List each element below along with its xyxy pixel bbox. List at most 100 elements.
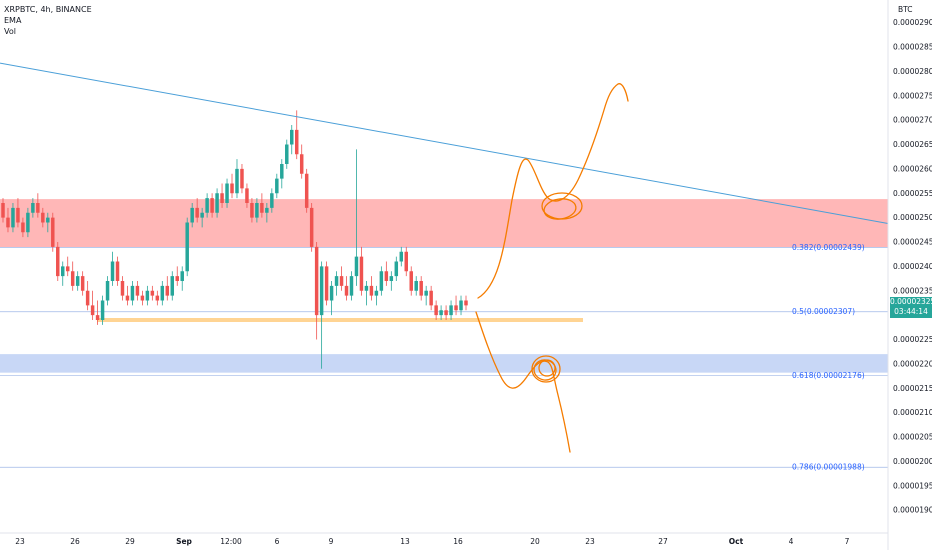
candle[interactable] bbox=[394, 256, 399, 281]
candle[interactable] bbox=[26, 207, 30, 238]
candle[interactable] bbox=[384, 261, 389, 286]
support-zone[interactable] bbox=[0, 354, 888, 373]
candle[interactable] bbox=[85, 281, 90, 311]
candle[interactable] bbox=[399, 246, 404, 267]
candle[interactable] bbox=[329, 281, 334, 316]
candle[interactable] bbox=[230, 173, 234, 199]
candle[interactable] bbox=[265, 203, 269, 223]
candle[interactable] bbox=[110, 251, 115, 286]
candle[interactable] bbox=[369, 276, 374, 301]
candle[interactable] bbox=[464, 295, 468, 311]
candle[interactable] bbox=[145, 285, 150, 306]
candle[interactable] bbox=[439, 305, 443, 320]
candle[interactable] bbox=[459, 295, 463, 316]
candle[interactable] bbox=[65, 256, 70, 277]
candle[interactable] bbox=[195, 198, 199, 223]
candle[interactable] bbox=[90, 290, 95, 320]
candle[interactable] bbox=[294, 110, 299, 160]
descending-trendline[interactable] bbox=[0, 62, 889, 224]
fib-retracement[interactable]: 0.382(0.00002439) 0.5(0.00002307) 0.618(0.… bbox=[0, 243, 888, 472]
candle[interactable] bbox=[419, 276, 423, 301]
candle[interactable] bbox=[429, 285, 433, 311]
candle[interactable] bbox=[344, 276, 349, 301]
candle[interactable] bbox=[21, 217, 25, 238]
candle[interactable] bbox=[220, 183, 224, 208]
candle[interactable] bbox=[349, 271, 354, 301]
candle[interactable] bbox=[354, 149, 359, 286]
candle[interactable] bbox=[1, 198, 5, 223]
candle[interactable] bbox=[6, 207, 10, 233]
candle[interactable] bbox=[95, 300, 100, 325]
candle[interactable] bbox=[185, 217, 189, 277]
candle[interactable] bbox=[424, 285, 428, 306]
candle[interactable] bbox=[140, 290, 145, 306]
candle[interactable] bbox=[105, 276, 110, 306]
candle[interactable] bbox=[324, 261, 329, 306]
candle[interactable] bbox=[454, 295, 458, 316]
candle[interactable] bbox=[225, 178, 229, 208]
candle[interactable] bbox=[404, 246, 409, 277]
candle[interactable] bbox=[314, 242, 319, 340]
candle[interactable] bbox=[280, 159, 284, 189]
candle[interactable] bbox=[130, 281, 135, 306]
candle[interactable] bbox=[46, 212, 50, 233]
candle[interactable] bbox=[260, 193, 264, 218]
candle[interactable] bbox=[364, 281, 369, 306]
candle[interactable] bbox=[16, 198, 20, 228]
candle[interactable] bbox=[359, 246, 364, 296]
candle[interactable] bbox=[175, 266, 179, 286]
candle[interactable] bbox=[409, 266, 413, 296]
candle[interactable] bbox=[190, 203, 194, 228]
candle[interactable] bbox=[51, 212, 55, 252]
candle[interactable] bbox=[135, 281, 140, 301]
candle[interactable] bbox=[210, 193, 214, 218]
candle[interactable] bbox=[235, 159, 239, 199]
candle[interactable] bbox=[60, 261, 65, 286]
support-line[interactable] bbox=[97, 318, 583, 322]
candle[interactable] bbox=[339, 266, 344, 291]
candle[interactable] bbox=[41, 207, 45, 228]
candle[interactable] bbox=[240, 164, 244, 194]
candle[interactable] bbox=[160, 281, 165, 306]
candle[interactable] bbox=[309, 203, 314, 252]
candle[interactable] bbox=[270, 188, 274, 213]
symbol-label[interactable]: XRPBTC, 4h, BINANCE bbox=[4, 5, 92, 14]
candle[interactable] bbox=[379, 266, 384, 296]
candle[interactable] bbox=[115, 256, 120, 286]
candle[interactable] bbox=[285, 139, 289, 169]
candle[interactable] bbox=[36, 193, 40, 218]
candle[interactable] bbox=[374, 285, 379, 306]
candle[interactable] bbox=[120, 276, 125, 301]
candle[interactable] bbox=[290, 125, 294, 155]
candle[interactable] bbox=[11, 203, 15, 233]
candle[interactable] bbox=[275, 173, 279, 199]
candle[interactable] bbox=[165, 276, 170, 301]
candle[interactable] bbox=[245, 183, 249, 208]
resistance-zone[interactable] bbox=[0, 199, 888, 248]
candle[interactable] bbox=[56, 242, 60, 281]
candle[interactable] bbox=[250, 198, 254, 223]
candle[interactable] bbox=[75, 271, 80, 291]
candle[interactable] bbox=[150, 285, 155, 301]
candle[interactable] bbox=[414, 276, 418, 296]
ema-indicator-label[interactable]: EMA bbox=[4, 16, 22, 25]
candle[interactable] bbox=[299, 144, 304, 179]
candle[interactable] bbox=[449, 300, 453, 321]
candle[interactable] bbox=[215, 188, 219, 218]
candle[interactable] bbox=[155, 290, 160, 306]
candle[interactable] bbox=[70, 261, 75, 291]
candle[interactable] bbox=[180, 266, 184, 291]
candle[interactable] bbox=[319, 261, 324, 369]
candle[interactable] bbox=[304, 168, 309, 213]
candle[interactable] bbox=[125, 285, 130, 306]
candle[interactable] bbox=[200, 207, 204, 228]
candle[interactable] bbox=[100, 295, 105, 325]
candle[interactable] bbox=[205, 193, 209, 218]
candle[interactable] bbox=[444, 305, 448, 320]
candle[interactable] bbox=[255, 198, 259, 223]
candle[interactable] bbox=[389, 271, 394, 291]
candle[interactable] bbox=[80, 271, 85, 296]
volume-indicator-label[interactable]: Vol bbox=[4, 27, 16, 36]
candle[interactable] bbox=[434, 300, 438, 321]
